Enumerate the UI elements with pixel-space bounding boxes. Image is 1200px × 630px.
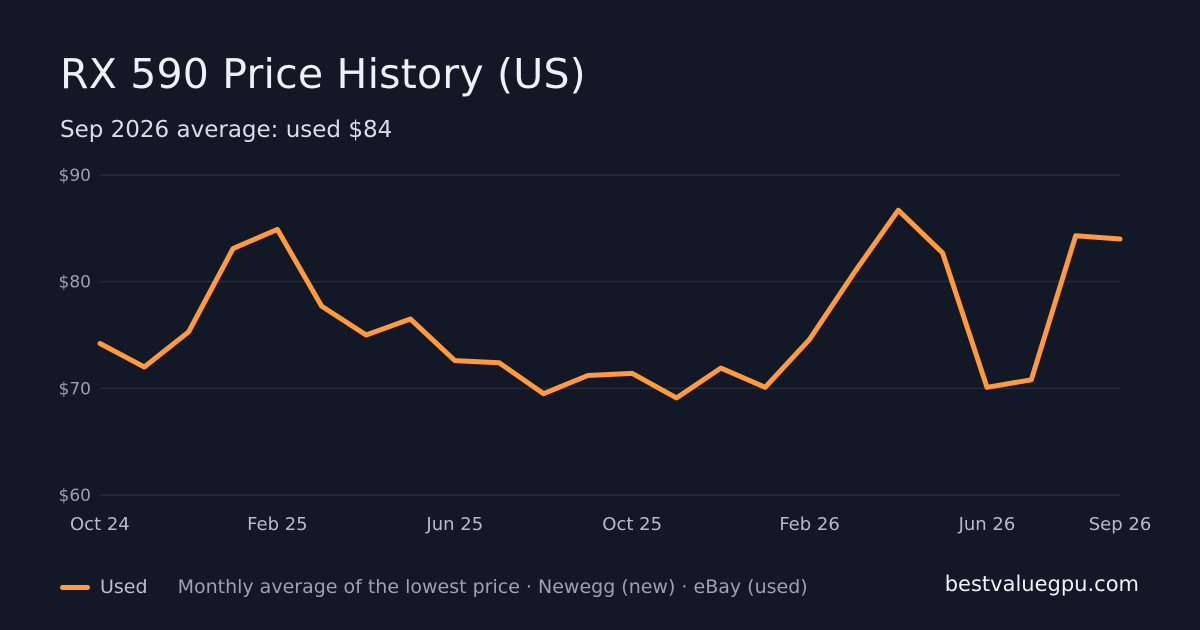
data-point[interactable] — [452, 358, 457, 363]
data-point[interactable] — [630, 371, 635, 376]
data-point[interactable] — [940, 250, 945, 255]
chart-title: RX 590 Price History (US) — [60, 50, 586, 98]
data-point[interactable] — [186, 329, 191, 334]
x-tick-label: Oct 25 — [602, 514, 662, 535]
data-point[interactable] — [142, 365, 147, 370]
x-tick-label: Jun 26 — [958, 514, 1016, 535]
data-point[interactable] — [408, 317, 413, 322]
data-point[interactable] — [98, 341, 103, 346]
legend-label-used: Used — [100, 576, 148, 598]
source-note: Monthly average of the lowest price · Ne… — [177, 576, 808, 598]
x-axis: Oct 24 Feb 25 Jun 25 Oct 25 Feb 26 Jun 26 Sep … — [70, 514, 1151, 535]
data-point[interactable] — [497, 360, 502, 365]
data-point[interactable] — [718, 366, 723, 371]
x-tick-label: Jun 25 — [425, 514, 483, 535]
data-point[interactable] — [585, 373, 590, 378]
data-point[interactable] — [541, 391, 546, 396]
data-point[interactable] — [1029, 377, 1034, 382]
x-tick-label: Feb 25 — [247, 514, 308, 535]
chart-subtitle: Sep 2026 average: used $84 — [60, 117, 393, 143]
series-layer — [97, 207, 1123, 401]
legend: Used Monthly average of the lowest price… — [60, 574, 808, 600]
legend-swatch-used — [60, 584, 90, 590]
data-point[interactable] — [984, 385, 989, 390]
y-tick-label: $90 — [59, 166, 91, 186]
y-tick-label: $80 — [59, 273, 91, 293]
series-line-used — [97, 207, 1123, 401]
x-tick-label: Feb 26 — [779, 514, 840, 535]
data-point[interactable] — [275, 227, 280, 232]
x-tick-label: Oct 24 — [70, 514, 130, 535]
data-point[interactable] — [231, 246, 236, 251]
y-axis: $60 $70 $80 $90 — [59, 166, 91, 506]
data-point[interactable] — [674, 395, 679, 400]
data-point[interactable] — [319, 304, 324, 309]
brand-logo-text[interactable]: bestvaluegpu.com — [944, 572, 1139, 596]
data-point[interactable] — [807, 337, 812, 342]
data-point[interactable] — [1118, 237, 1123, 242]
y-tick-label: $70 — [59, 379, 91, 399]
grid-layer — [100, 174, 1120, 496]
data-point[interactable] — [763, 385, 768, 390]
data-point[interactable] — [896, 208, 901, 213]
x-tick-label: Sep 26 — [1089, 514, 1152, 535]
data-point[interactable] — [364, 333, 369, 338]
data-point[interactable] — [1073, 233, 1078, 238]
y-tick-label: $60 — [59, 486, 91, 506]
data-point[interactable] — [851, 271, 856, 276]
